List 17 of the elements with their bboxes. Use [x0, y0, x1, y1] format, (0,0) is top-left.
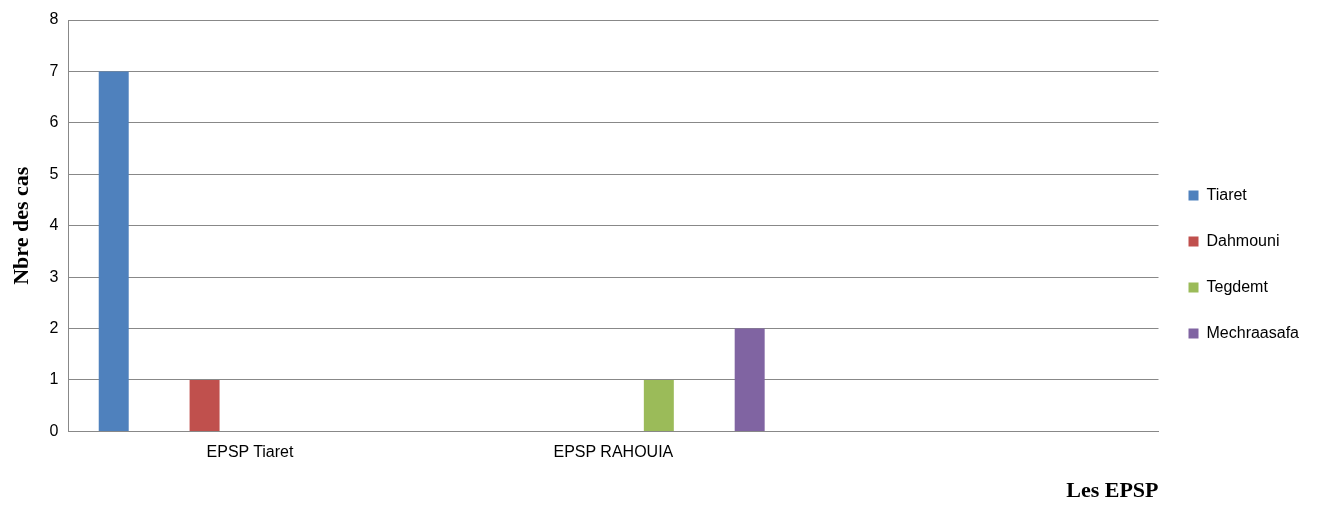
- y-tick-label: 2: [49, 318, 59, 336]
- y-tick-label: 4: [49, 216, 59, 234]
- y-tick-label: 1: [49, 370, 59, 388]
- legend-label: Tiaret: [1206, 185, 1248, 203]
- x-tick-label: EPSP Tiaret: [206, 443, 294, 461]
- y-axis-title: Nbre des cas: [7, 166, 33, 285]
- x-axis-title: Les EPSP: [1066, 477, 1159, 503]
- x-tick-label: EPSP RAHOUIA: [553, 443, 674, 461]
- legend-label: Dahmouni: [1206, 231, 1280, 249]
- y-tick-label: 7: [49, 61, 59, 79]
- y-tick-label: 6: [49, 113, 59, 131]
- y-tick-label: 8: [49, 10, 59, 28]
- y-tick-label: 5: [49, 164, 59, 182]
- y-tick-label: 0: [49, 421, 59, 439]
- y-tick-label: 3: [49, 267, 59, 285]
- legend-label: Tegdemt: [1206, 277, 1269, 295]
- legend-label: Mechraasafa: [1206, 323, 1300, 341]
